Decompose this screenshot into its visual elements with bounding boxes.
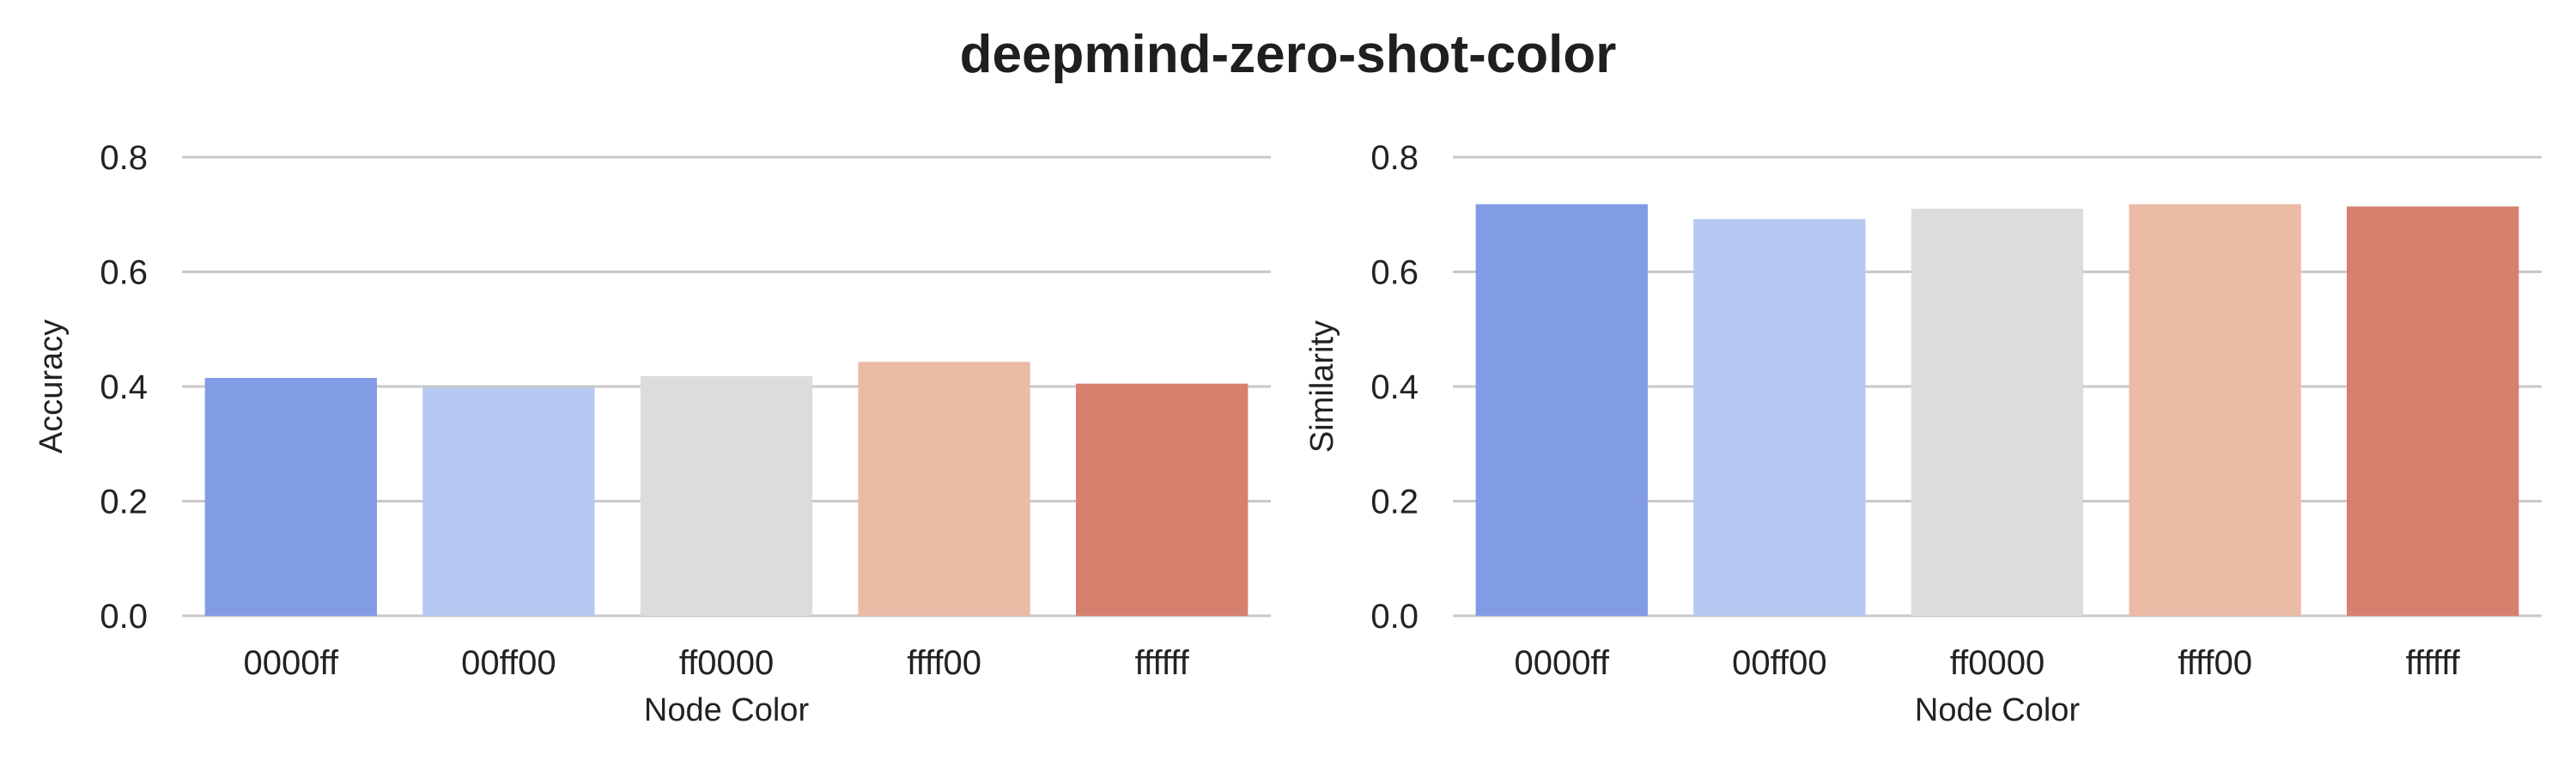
bar-ffffff (1076, 383, 1249, 616)
figure-title: deepmind-zero-shot-color (959, 25, 1617, 84)
y-tick-label: 0.2 (1370, 484, 1419, 521)
bar-00ff00 (422, 387, 595, 616)
x-tick-label: 00ff00 (1732, 644, 1827, 682)
y-axis-label: Accuracy (33, 320, 70, 453)
accuracy-panel: 0.0 0.2 0.4 0.6 0.8 0000ff 00ff00 ff0000 ffff00 f… (33, 139, 1271, 728)
y-tick-label: 0.2 (100, 484, 148, 521)
y-axis-label: Similarity (1304, 320, 1340, 453)
x-tick-label: ffffff (2406, 644, 2461, 682)
bar-ffffff (2347, 206, 2519, 616)
x-tick-label: ffffff (1135, 644, 1190, 682)
y-tick-label: 0.4 (100, 368, 148, 406)
y-tick-label: 0.6 (1370, 254, 1419, 292)
bar-ff0000 (640, 375, 813, 616)
y-tick-label: 0.6 (100, 254, 148, 292)
y-tick-label: 0.4 (1370, 368, 1419, 406)
y-tick-label: 0.8 (100, 139, 148, 177)
similarity-panel: 0.0 0.2 0.4 0.6 0.8 0000ff 00ff00 ff0000 ffff00 f… (1304, 139, 2542, 728)
bar-0000ff (204, 377, 377, 616)
bar-0000ff (1475, 204, 1648, 617)
x-tick-label: ff0000 (1950, 644, 2045, 682)
bar-ff0000 (1911, 209, 2084, 616)
y-tick-label: 0.0 (1370, 598, 1419, 636)
x-axis-label: Node Color (644, 692, 810, 728)
bar-00ff00 (1693, 219, 1866, 616)
x-tick-label: 0000ff (244, 644, 339, 682)
x-tick-label: 0000ff (1515, 644, 1610, 682)
x-tick-label: 00ff00 (461, 644, 556, 682)
bar-ffff00 (858, 362, 1030, 616)
x-tick-label: ff0000 (679, 644, 775, 682)
y-tick-label: 0.0 (100, 598, 148, 636)
x-axis-label: Node Color (1915, 692, 2081, 728)
y-tick-label: 0.8 (1370, 139, 1419, 177)
x-tick-label: ffff00 (907, 644, 981, 682)
x-tick-label: ffff00 (2178, 644, 2252, 682)
bar-ffff00 (2129, 204, 2301, 617)
